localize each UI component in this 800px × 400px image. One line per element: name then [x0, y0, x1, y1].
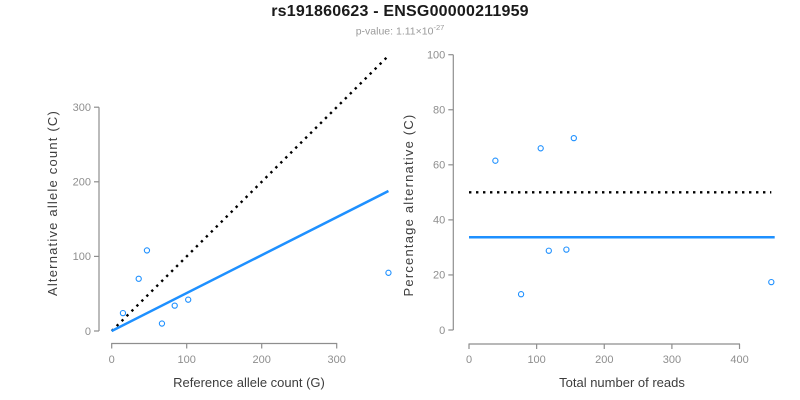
- data-point: [517, 291, 525, 298]
- identity-line: [110, 55, 389, 332]
- data-point: [143, 247, 151, 254]
- y-tick-label: 100: [73, 251, 91, 263]
- data-point: [545, 247, 552, 254]
- y-tick-label: 40: [433, 215, 445, 227]
- pvalue-text: p-value: 1.11×10: [355, 25, 434, 38]
- x-tick-label: 200: [595, 354, 613, 366]
- y-tick-label: 80: [433, 105, 445, 117]
- y-tick-label: 0: [85, 326, 91, 338]
- y-tick-label: 300: [73, 102, 91, 114]
- figure-title: rs191860623 - ENSG00000211959: [271, 3, 529, 20]
- data-point: [171, 302, 178, 309]
- data-point: [570, 134, 577, 142]
- x-tick-label: 0: [466, 354, 472, 366]
- y-axis-label: Alternative allele count (C): [45, 110, 60, 296]
- y-tick-label: 60: [433, 160, 445, 172]
- x-tick-label: 100: [527, 354, 545, 366]
- y-tick-label: 200: [73, 177, 91, 189]
- regression-line: [111, 189, 390, 333]
- data-point: [385, 269, 392, 276]
- x-tick-label: 300: [328, 354, 346, 366]
- data-point: [185, 296, 192, 303]
- data-point: [158, 320, 166, 327]
- pvalue-exponent: -27: [433, 23, 445, 32]
- data-point: [119, 309, 127, 317]
- y-axis-label: Percentage alternative (C): [401, 114, 416, 297]
- x-tick-label: 200: [253, 354, 271, 366]
- x-tick-label: 300: [663, 354, 681, 366]
- x-tick-label: 400: [730, 354, 748, 366]
- data-point: [563, 246, 570, 253]
- x-axis-label: Total number of reads: [559, 375, 685, 390]
- figure-subtitle: p-value: 1.11×10-27: [0, 23, 800, 38]
- y-tick-label: 20: [433, 270, 445, 282]
- right-scatter-panel: 0 100 200 300 400 0 20 40 60 80 100 Total number of…: [401, 50, 775, 390]
- y-tick-label: 0: [439, 325, 445, 337]
- y-tick-label: 100: [427, 50, 445, 62]
- data-point: [537, 145, 544, 152]
- data-point: [135, 275, 142, 282]
- x-tick-label: 100: [178, 354, 196, 366]
- x-axis-label: Reference allele count (G): [173, 375, 325, 390]
- data-point: [768, 278, 775, 286]
- x-tick-label: 0: [109, 354, 115, 366]
- data-point: [492, 157, 499, 164]
